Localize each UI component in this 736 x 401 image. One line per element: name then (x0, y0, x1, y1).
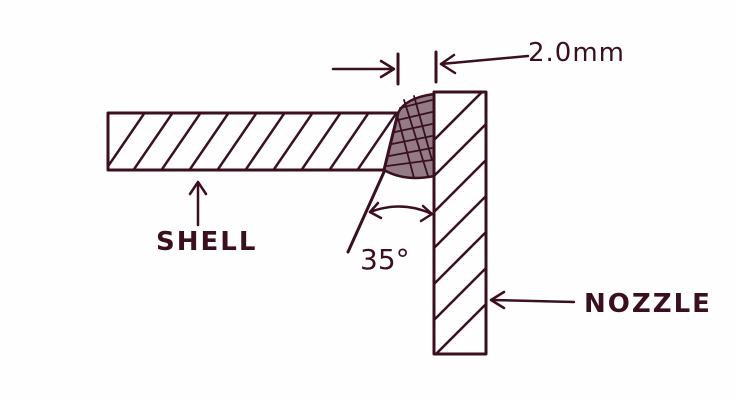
shell-plate (106, 111, 400, 172)
nozzle-label: NOZZLE (584, 289, 712, 319)
angle-label: 35° (360, 243, 410, 276)
shell-leader-arrow (188, 180, 208, 227)
gap-arrow-right (439, 54, 530, 66)
angle-arc (368, 205, 434, 216)
shell-hatching (108, 113, 398, 170)
bevel-angle-dimension (346, 170, 434, 254)
gap-dimension (331, 50, 530, 86)
weld-bead (382, 92, 436, 180)
nozzle-leader-arrow (489, 290, 576, 310)
gap-label: 2.0mm (528, 38, 626, 68)
shell-label: SHELL (156, 227, 258, 257)
nozzle-plate (432, 90, 488, 356)
bevel-extension-line (346, 170, 386, 254)
nozzle-hatching (434, 92, 486, 354)
